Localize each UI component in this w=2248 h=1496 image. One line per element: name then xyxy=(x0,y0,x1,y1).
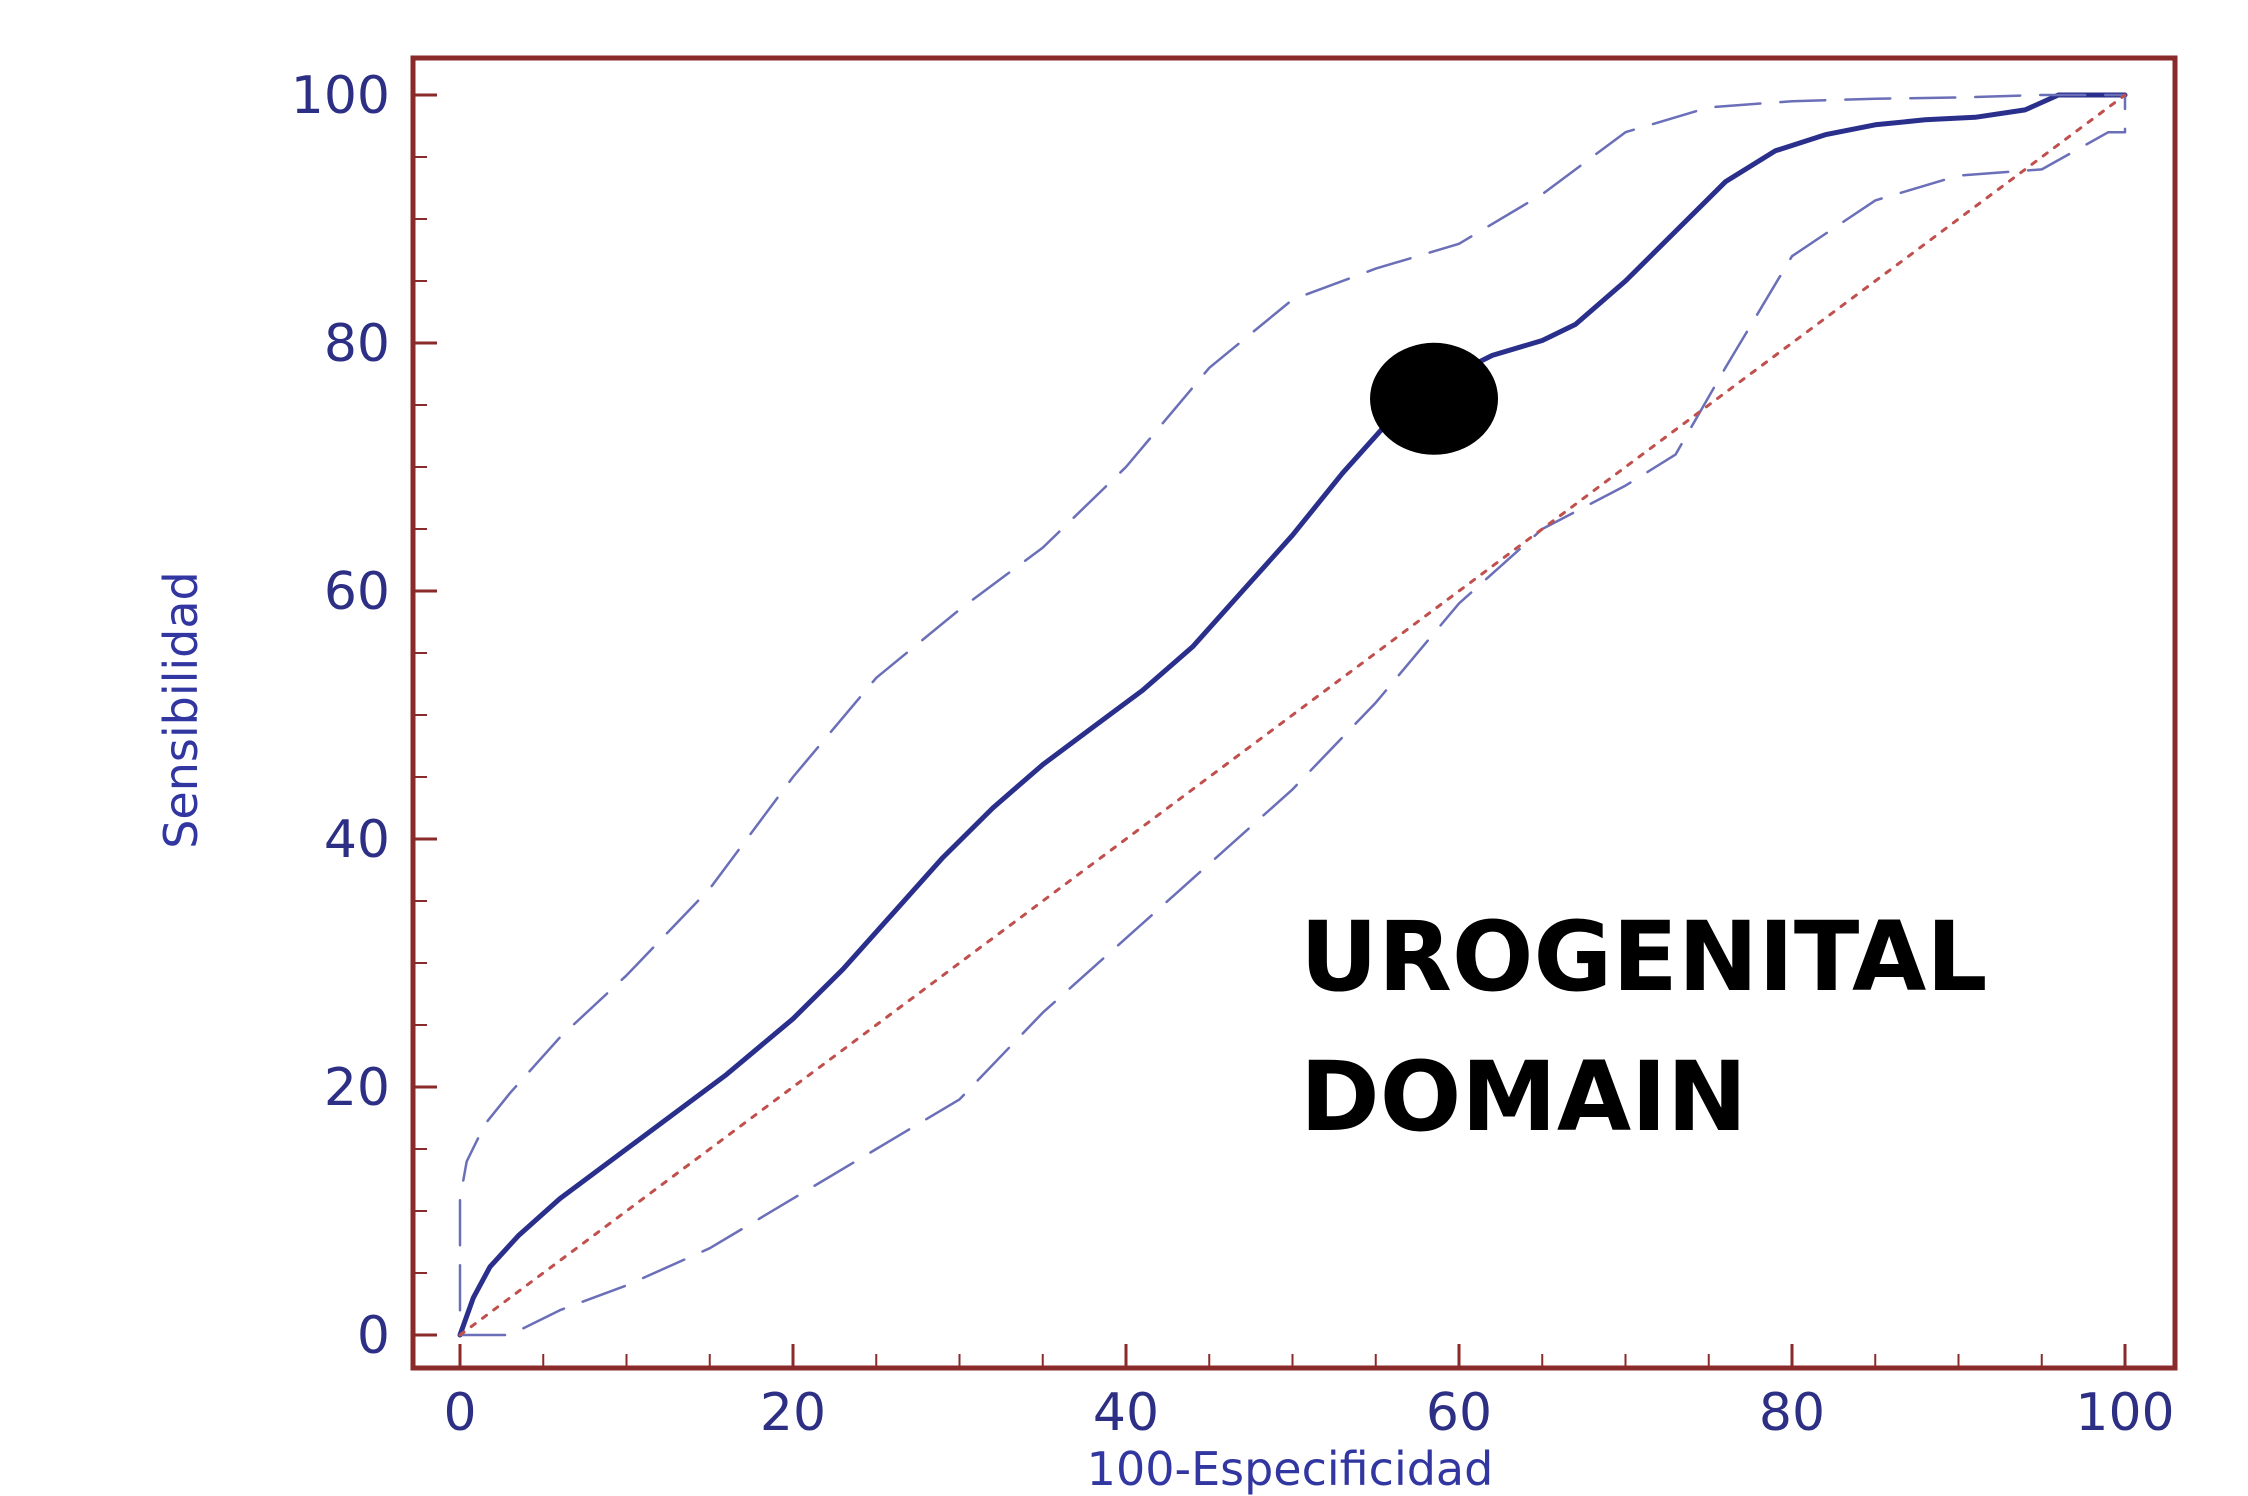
annotation-line-2: DOMAIN xyxy=(1300,1041,1747,1153)
highlight-point xyxy=(1370,342,1499,455)
plot-frame xyxy=(410,55,2178,1371)
y-tick-label: 80 xyxy=(324,314,390,374)
y-axis-title: Sensibilidad xyxy=(154,571,208,849)
y-tick-label: 40 xyxy=(324,810,390,870)
x-tick-label: 100 xyxy=(2075,1383,2174,1443)
annotation-line-1: UROGENITAL xyxy=(1300,901,1987,1013)
confidence-band-line-2 xyxy=(458,93,2127,1337)
x-tick-label: 20 xyxy=(760,1383,826,1443)
roc-curve-line xyxy=(457,92,2128,1338)
reference-diagonal-line xyxy=(458,93,2127,1337)
y-tick-label: 100 xyxy=(291,66,390,126)
x-tick-label: 80 xyxy=(1759,1383,1825,1443)
confidence-band-line-1 xyxy=(458,93,2127,1312)
y-tick-label: 60 xyxy=(324,562,390,622)
x-tick-label: 60 xyxy=(1426,1383,1492,1443)
x-tick-label: 40 xyxy=(1093,1383,1159,1443)
x-axis-title: 100-Especificidad xyxy=(1087,1442,1494,1496)
y-tick-label: 20 xyxy=(324,1058,390,1118)
y-tick-label: 0 xyxy=(357,1306,390,1366)
annotation-group: UROGENITAL DOMAIN xyxy=(1300,901,1987,1153)
chart-marks: 0 20 40 60 80 100 0 20 40 60 80 100 xyxy=(291,66,2175,1443)
x-tick-label: 0 xyxy=(443,1383,476,1443)
